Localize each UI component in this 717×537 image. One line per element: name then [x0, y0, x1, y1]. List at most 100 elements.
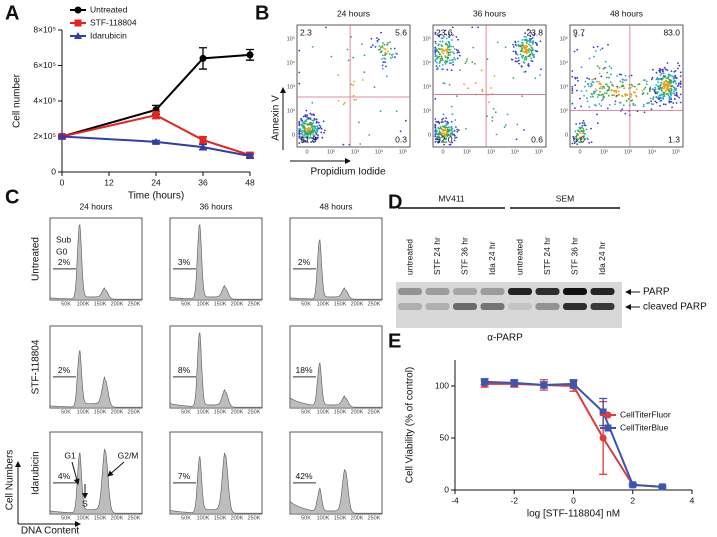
flow-dot [448, 143, 451, 146]
hist-x-tick: 150K [94, 409, 107, 415]
flow-x-tick: 10³ [624, 149, 632, 155]
flow-dot [660, 99, 662, 102]
flow-dot [594, 50, 597, 52]
flow-dot [307, 117, 310, 120]
flow-dot [659, 105, 661, 107]
flow-dot [594, 88, 597, 90]
flow-dot [519, 53, 522, 56]
flow-dot [437, 47, 440, 50]
hist-x-tick: 200K [231, 515, 244, 521]
flow-dot [581, 132, 584, 135]
group-label: MV411 [438, 193, 465, 203]
flow-dot [654, 100, 657, 103]
flow-dot [581, 135, 584, 138]
flow-dot [441, 57, 443, 60]
flow-dot [662, 70, 664, 73]
flow-dot [654, 88, 657, 91]
flow-dot [453, 129, 456, 132]
flow-dot [679, 80, 682, 83]
flow-dot [435, 65, 438, 67]
flow-dot [451, 131, 453, 134]
flow-dot [607, 43, 609, 46]
flow-dot [530, 38, 533, 40]
flow-dot [657, 77, 659, 80]
flow-dot [618, 73, 621, 76]
flow-dot [610, 73, 612, 76]
flow-dot [631, 99, 634, 102]
flow-dot [487, 101, 490, 104]
flow-dot [679, 75, 682, 77]
flow-dot [319, 126, 322, 129]
flow-dot [385, 75, 388, 78]
flow-dot [303, 134, 305, 137]
hist-x-tick: 200K [111, 301, 124, 307]
flow-dot [659, 71, 662, 74]
flow-dot [643, 111, 646, 114]
marker [246, 51, 254, 59]
flow-dot [466, 58, 468, 60]
flow-dot [670, 93, 673, 95]
flow-dot [620, 73, 623, 76]
flow-dot [670, 85, 673, 88]
subg0-value: 2% [58, 257, 71, 267]
flow-dot [306, 131, 309, 134]
flow-dot [315, 131, 318, 134]
flow-dot [352, 94, 355, 97]
quadrant-value: 83.0 [663, 27, 680, 37]
flow-dot [385, 48, 387, 51]
flow-dot [523, 35, 526, 38]
flow-dot [308, 130, 310, 133]
flow-dot [585, 89, 588, 92]
flow-dot [445, 33, 447, 36]
hist-x-tick: 50K [301, 409, 311, 415]
flow-dot [591, 78, 593, 81]
flow-x-tick: 0 [578, 149, 581, 155]
flow-dot [308, 137, 310, 140]
flow-y-tick: 10⁵ [423, 35, 431, 42]
flow-dot [445, 122, 448, 125]
flow-dot [679, 82, 682, 85]
flow-dot [536, 44, 538, 46]
flow-dot [573, 142, 576, 145]
flow-dot [615, 91, 618, 94]
flow-dot [524, 32, 526, 35]
flow-dot [438, 35, 440, 37]
flow-dot [454, 58, 457, 61]
band [535, 288, 560, 295]
flow-dot [673, 70, 676, 73]
hist-x-tick: 50K [61, 409, 71, 415]
flow-dot [617, 90, 620, 93]
flow-dot [376, 37, 378, 39]
flow-dot [376, 39, 379, 42]
lane-label: STF 36 hr [569, 237, 579, 275]
x-tick-label: 24 [151, 177, 161, 187]
hist-x-tick: 150K [94, 301, 107, 307]
flow-dot [452, 61, 455, 64]
antibody-label: α-PARP [487, 333, 523, 344]
hist-x-tick: 250K [248, 409, 261, 415]
flow-dot [450, 125, 453, 128]
flow-dot [675, 102, 678, 104]
flow-dot [674, 98, 676, 100]
flow-dot [644, 86, 647, 89]
flow-dot [514, 60, 517, 63]
flow-dot [314, 125, 317, 128]
flow-dot [298, 49, 301, 52]
flow-dot [589, 85, 592, 88]
flow-dot [448, 35, 451, 37]
panel-label: E [388, 330, 401, 352]
flow-dot [448, 83, 451, 86]
series-line [61, 135, 251, 158]
flow-dot [583, 94, 585, 97]
flow-dot [529, 53, 532, 56]
flow-dot [308, 122, 311, 125]
lane-label: Ida 24 hr [487, 241, 497, 275]
flow-dot [614, 100, 617, 103]
marker [599, 408, 607, 416]
flow-dot [453, 48, 456, 50]
flow-dot [385, 65, 387, 68]
flow-dot [582, 132, 585, 135]
y-tick-label: 8×10⁵ [33, 24, 56, 34]
flow-dot [573, 137, 575, 140]
flow-dot [596, 45, 599, 48]
